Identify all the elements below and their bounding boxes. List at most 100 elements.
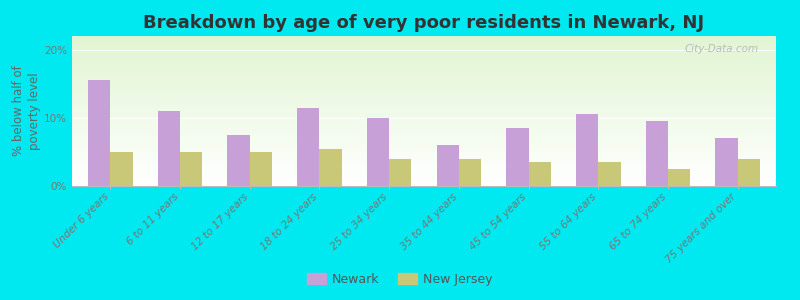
Bar [72, 150, 776, 151]
Bar [72, 39, 776, 40]
Bar [72, 181, 776, 182]
Bar [72, 183, 776, 184]
Bar [72, 105, 776, 106]
Bar [227, 135, 250, 186]
Bar [88, 80, 110, 186]
Bar [72, 74, 776, 75]
Bar [72, 171, 776, 172]
Bar [72, 73, 776, 74]
Bar [72, 131, 776, 132]
Bar [72, 98, 776, 99]
Bar [72, 147, 776, 148]
Bar [72, 125, 776, 126]
Bar [180, 152, 202, 186]
Bar [72, 55, 776, 56]
Bar [72, 41, 776, 42]
Bar [72, 96, 776, 97]
Bar [72, 145, 776, 146]
Bar [72, 155, 776, 156]
Bar [72, 142, 776, 143]
Bar [72, 68, 776, 69]
Bar [72, 153, 776, 154]
Bar [297, 108, 319, 186]
Bar [72, 86, 776, 87]
Bar [72, 138, 776, 139]
Bar [598, 162, 621, 186]
Bar [72, 109, 776, 110]
Bar [72, 93, 776, 94]
Bar [158, 111, 180, 186]
Bar [72, 158, 776, 159]
Bar [72, 124, 776, 125]
Bar [72, 104, 776, 105]
Bar [72, 112, 776, 113]
Bar [72, 106, 776, 107]
Bar [506, 128, 529, 186]
Bar [715, 138, 738, 186]
Bar [72, 176, 776, 177]
Bar [72, 114, 776, 115]
Bar [72, 57, 776, 58]
Bar [72, 182, 776, 183]
Bar [72, 83, 776, 84]
Bar [319, 148, 342, 186]
Bar [72, 36, 776, 37]
Bar [72, 89, 776, 90]
Bar [72, 54, 776, 55]
Bar [72, 126, 776, 127]
Bar [72, 121, 776, 122]
Bar [72, 56, 776, 57]
Bar [72, 82, 776, 83]
Bar [72, 42, 776, 43]
Bar [72, 79, 776, 80]
Bar [72, 174, 776, 175]
Bar [72, 101, 776, 102]
Bar [72, 92, 776, 93]
Bar [72, 44, 776, 45]
Text: City-Data.com: City-Data.com [684, 44, 758, 53]
Bar [72, 137, 776, 138]
Bar [72, 163, 776, 164]
Bar [72, 146, 776, 147]
Bar [72, 75, 776, 76]
Bar [72, 107, 776, 108]
Bar [72, 161, 776, 162]
Bar [72, 40, 776, 41]
Bar [72, 173, 776, 174]
Bar [72, 184, 776, 185]
Bar [72, 143, 776, 144]
Bar [72, 71, 776, 72]
Bar [72, 140, 776, 141]
Bar [72, 157, 776, 158]
Bar [72, 50, 776, 51]
Bar [72, 52, 776, 53]
Bar [72, 169, 776, 170]
Bar [72, 177, 776, 178]
Bar [110, 152, 133, 186]
Bar [72, 81, 776, 82]
Bar [576, 114, 598, 186]
Bar [72, 94, 776, 95]
Bar [72, 118, 776, 119]
Bar [72, 148, 776, 149]
Bar [646, 121, 668, 186]
Bar [72, 175, 776, 176]
Bar [72, 129, 776, 130]
Bar [72, 45, 776, 46]
Bar [72, 172, 776, 173]
Bar [250, 152, 272, 186]
Bar [72, 120, 776, 121]
Bar [72, 103, 776, 104]
Bar [72, 78, 776, 79]
Bar [72, 113, 776, 114]
Bar [72, 102, 776, 103]
Bar [72, 123, 776, 124]
Bar [72, 84, 776, 85]
Bar [72, 100, 776, 101]
Bar [72, 110, 776, 111]
Bar [72, 53, 776, 54]
Bar [72, 180, 776, 181]
Bar [72, 130, 776, 131]
Bar [72, 76, 776, 77]
Legend: Newark, New Jersey: Newark, New Jersey [302, 268, 498, 291]
